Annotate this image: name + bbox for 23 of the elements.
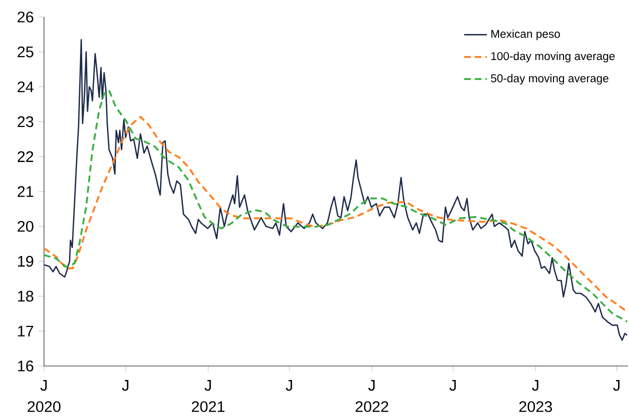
x-tick-label: J [613,380,620,391]
x-tick-label: J 2021 [192,380,224,412]
y-tick-label: 19 [18,256,34,267]
y-tick-label: 20 [18,220,34,232]
legend-label: 50-day moving average [490,74,608,85]
x-tick-label: J 2020 [28,380,60,412]
line-series [43,39,628,341]
y-tick-label: 23 [18,116,34,128]
legend-label: 100-day moving average [491,52,615,62]
x-tick-label: J [449,380,456,391]
x-tick-label: J 2022 [356,380,388,412]
y-tick-label: 25 [18,46,34,58]
y-tick-label: 22 [18,151,34,162]
legend-label: Mexican peso [491,30,560,40]
y-tick-label: 21 [18,186,34,197]
y-tick-label: 26 [18,12,34,22]
y-tick-label: 18 [18,290,34,302]
x-tick-label: J [122,380,128,391]
y-tick-label: 16 [18,360,34,372]
y-tick-label: 24 [18,81,34,92]
y-tick-label: 17 [18,326,34,336]
x-tick-label: J [286,380,292,391]
x-tick-label: J 2023 [519,380,552,412]
